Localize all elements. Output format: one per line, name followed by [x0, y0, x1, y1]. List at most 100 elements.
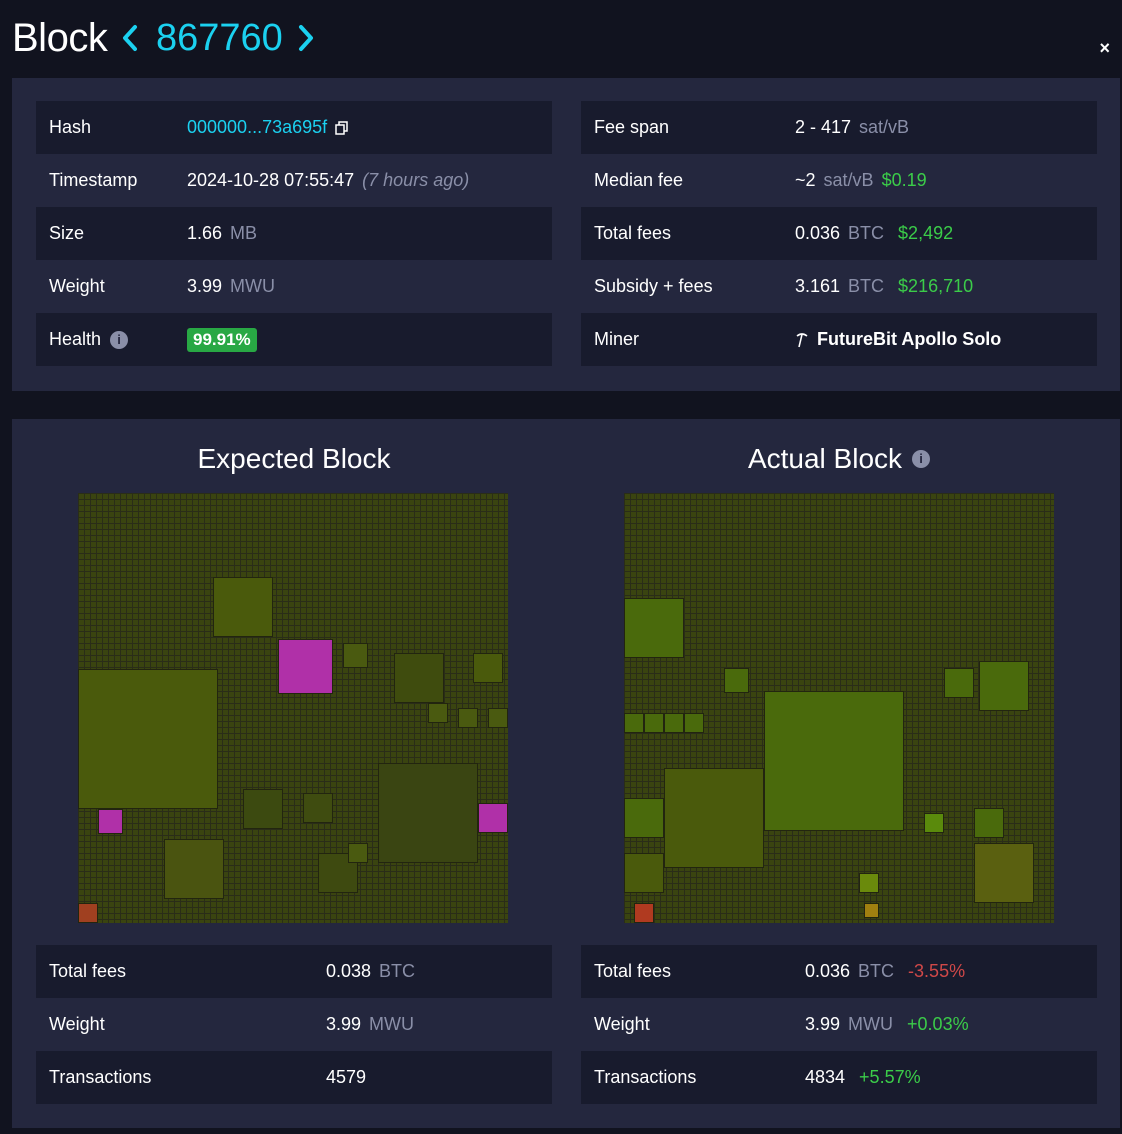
health-row: Health i 99.91% [36, 313, 552, 366]
fee-span-value-group: 2 - 417 sat/vB [795, 117, 909, 138]
subsidy-fees-value-group: 3.161 BTC $216,710 [795, 276, 973, 297]
expected-block-visualization[interactable] [78, 493, 508, 923]
chevron-right-icon [299, 25, 313, 51]
median-fee-value-group: ~2 sat/vB $0.19 [795, 170, 927, 191]
transaction-square[interactable] [394, 653, 444, 703]
transaction-square[interactable] [343, 643, 368, 668]
transaction-square[interactable] [378, 763, 478, 863]
actual-weight-group: 3.99 MWU +0.03% [805, 1014, 969, 1035]
total-fees-value-group: 0.036 BTC $2,492 [795, 223, 953, 244]
transaction-square[interactable] [634, 903, 654, 923]
transaction-square[interactable] [664, 713, 684, 733]
copy-icon[interactable] [335, 120, 349, 135]
close-button[interactable]: × [1099, 38, 1110, 58]
transaction-square[interactable] [164, 839, 224, 899]
miner-value-group: FutureBit Apollo Solo [795, 329, 1001, 350]
transaction-square[interactable] [98, 809, 123, 834]
transaction-square[interactable] [348, 843, 368, 863]
size-value-group: 1.66 MB [187, 223, 257, 244]
page-header: Block 867760 × [0, 0, 1122, 76]
chevron-left-icon [123, 25, 137, 51]
subsidy-fees-label: Subsidy + fees [594, 276, 713, 296]
transaction-square[interactable] [624, 798, 664, 838]
actual-transactions-value: 4834 [805, 1067, 846, 1087]
hash-link[interactable]: 000000...73a695f [187, 117, 328, 137]
transaction-square[interactable] [974, 808, 1004, 838]
total-fees-label: Total fees [594, 223, 672, 243]
timestamp-label: Timestamp [49, 170, 138, 190]
timestamp-relative: (7 hours ago) [362, 170, 470, 190]
transaction-square[interactable] [478, 803, 508, 833]
transaction-square[interactable] [764, 691, 904, 831]
transaction-square[interactable] [864, 903, 879, 918]
transaction-square[interactable] [458, 708, 478, 728]
fee-span-row: Fee span 2 - 417 sat/vB [581, 101, 1097, 154]
transaction-square[interactable] [78, 669, 218, 809]
block-height: 867760 [156, 17, 283, 59]
transaction-square[interactable] [318, 853, 358, 893]
transaction-square[interactable] [278, 639, 333, 694]
transaction-square[interactable] [303, 793, 333, 823]
expected-weight-value: 3.99 [326, 1014, 362, 1034]
actual-total-fees-row: Total fees 0.036 BTC -3.55% [581, 945, 1097, 998]
details-table-left: Hash 000000...73a695f Timestamp 2024-10-… [36, 101, 552, 366]
actual-transactions-delta: +5.57% [859, 1067, 921, 1087]
hash-value-group: 000000...73a695f [187, 117, 349, 138]
pickaxe-icon [796, 332, 808, 347]
transaction-square[interactable] [979, 661, 1029, 711]
expected-transactions-label: Transactions [49, 1067, 152, 1087]
transaction-square[interactable] [664, 768, 764, 868]
info-icon[interactable]: i [912, 450, 931, 468]
actual-total-fees-value: 0.036 [805, 961, 851, 981]
info-icon[interactable]: i [110, 330, 129, 349]
miner-row: Miner FutureBit Apollo Solo [581, 313, 1097, 366]
transaction-square[interactable] [944, 668, 974, 698]
health-value-group: 99.91% [187, 327, 257, 352]
subsidy-fees-value: 3.161 [795, 276, 841, 296]
transaction-square[interactable] [488, 708, 508, 728]
total-fees-unit: BTC [848, 223, 885, 243]
transaction-square[interactable] [624, 713, 644, 733]
weight-row: Weight 3.99 MWU [36, 260, 552, 313]
expected-total-fees-unit: BTC [379, 961, 416, 981]
size-row: Size 1.66 MB [36, 207, 552, 260]
actual-total-fees-unit: BTC [858, 961, 895, 981]
transaction-square[interactable] [974, 843, 1034, 903]
transaction-square[interactable] [684, 713, 704, 733]
actual-total-fees-group: 0.036 BTC -3.55% [805, 961, 965, 982]
miner-link[interactable]: FutureBit Apollo Solo [817, 329, 1002, 349]
timestamp-row: Timestamp 2024-10-28 07:55:47 (7 hours a… [36, 154, 552, 207]
transaction-square[interactable] [924, 813, 944, 833]
actual-weight-label: Weight [594, 1014, 650, 1034]
median-fee-row: Median fee ~2 sat/vB $0.19 [581, 154, 1097, 207]
expected-transactions-row: Transactions 4579 [36, 1051, 552, 1104]
transaction-square[interactable] [859, 873, 879, 893]
weight-value: 3.99 [187, 276, 223, 296]
fee-span-value: 2 - 417 [795, 117, 852, 137]
transaction-square[interactable] [624, 598, 684, 658]
transaction-square[interactable] [624, 853, 664, 893]
transaction-square[interactable] [243, 789, 283, 829]
transaction-square[interactable] [78, 903, 98, 923]
next-block-button[interactable] [296, 14, 322, 62]
expected-transactions-group: 4579 [326, 1067, 366, 1088]
transaction-square[interactable] [724, 668, 749, 693]
previous-block-button[interactable] [120, 14, 146, 62]
median-fee-label: Median fee [594, 170, 684, 190]
transaction-square[interactable] [428, 703, 448, 723]
actual-block-title-group: Actual Block i [581, 442, 1097, 476]
fee-span-label: Fee span [594, 117, 670, 137]
transaction-square[interactable] [213, 577, 273, 637]
expected-total-fees-value: 0.038 [326, 961, 372, 981]
hash-label: Hash [49, 117, 92, 137]
transaction-square[interactable] [473, 653, 503, 683]
median-fee-unit: sat/vB [823, 170, 874, 190]
actual-block-table: Total fees 0.036 BTC -3.55% Weight 3.99 … [581, 945, 1097, 1104]
expected-transactions-value: 4579 [326, 1067, 367, 1087]
fee-span-unit: sat/vB [859, 117, 910, 137]
weight-unit: MWU [230, 276, 276, 296]
actual-block-visualization[interactable] [624, 493, 1054, 923]
median-fee-value: ~2 [795, 170, 816, 190]
total-fees-row: Total fees 0.036 BTC $2,492 [581, 207, 1097, 260]
transaction-square[interactable] [644, 713, 664, 733]
